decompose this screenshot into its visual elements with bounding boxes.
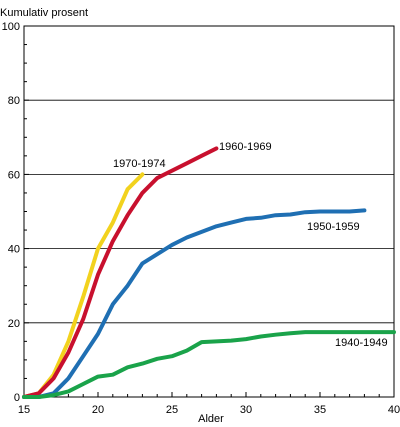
y-tick-label: 100 — [2, 21, 20, 33]
series-line-1940-1949 — [22, 330, 396, 399]
series-label-1940-1949: 1940-1949 — [335, 337, 388, 349]
series-labels: 1970-1974 1960-1969 1950-1959 1940-1949 — [113, 141, 388, 349]
series-line-1950-1959 — [22, 208, 367, 399]
x-tick-label: 25 — [166, 404, 178, 416]
x-axis: 15 20 25 30 35 40 — [18, 392, 400, 416]
x-tick-label: 35 — [314, 404, 326, 416]
series-label-1970-1974: 1970-1974 — [113, 158, 166, 170]
y-tick-label: 40 — [8, 244, 20, 256]
series-label-1950-1959: 1950-1959 — [307, 221, 360, 233]
y-axis-label: Kumulativ prosent — [0, 7, 88, 19]
series-group — [22, 146, 396, 399]
y-axis: 0 20 40 60 80 100 — [2, 21, 29, 404]
y-tick-label: 20 — [8, 318, 20, 330]
gridlines — [24, 99, 394, 324]
y-tick-label: 60 — [8, 169, 20, 181]
y-tick-label: 0 — [14, 392, 20, 404]
x-tick-label: 40 — [388, 404, 400, 416]
x-axis-label: Alder — [198, 413, 224, 425]
x-tick-label: 20 — [92, 404, 104, 416]
x-tick-label: 30 — [240, 404, 252, 416]
series-label-1960-1969: 1960-1969 — [219, 141, 272, 153]
x-tick-label: 15 — [18, 404, 30, 416]
y-tick-label: 80 — [8, 95, 20, 107]
series-line-1960-1969 — [22, 146, 219, 399]
series-line-1970-1974 — [22, 172, 145, 399]
